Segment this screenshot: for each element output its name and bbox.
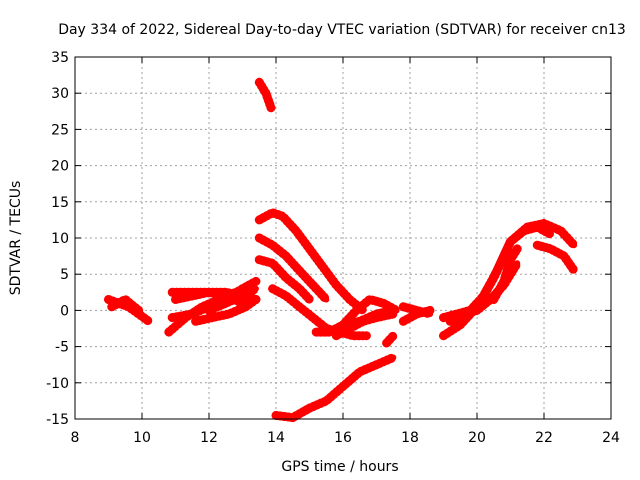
tick-labels: 8 10 12 14 16 18 20 22 24 -15 -10 -5 0 5 10 15 20 25 30 35 bbox=[46, 50, 620, 446]
series-arc-20-points bbox=[398, 305, 435, 326]
y-tick-label: 25 bbox=[51, 122, 69, 138]
x-tick-label: 16 bbox=[334, 430, 352, 446]
x-tick-label: 14 bbox=[267, 430, 285, 446]
y-tick-label: -5 bbox=[55, 340, 69, 356]
series-arc-18-points bbox=[271, 353, 398, 423]
chart-title: Day 334 of 2022, Sidereal Day-to-day VTE… bbox=[58, 22, 626, 38]
x-axis-label: GPS time / hours bbox=[281, 459, 398, 475]
y-axis-label: SDTVAR / TECUs bbox=[8, 181, 24, 296]
x-tick-label: 10 bbox=[133, 430, 151, 446]
y-tick-label: 30 bbox=[51, 86, 69, 102]
series-arc-13-points bbox=[268, 284, 371, 341]
series-arc-16-points bbox=[338, 305, 398, 330]
series-arc-25-points bbox=[532, 240, 579, 276]
plot-frame bbox=[74, 56, 612, 420]
x-tick-label: 12 bbox=[200, 430, 218, 446]
series-arc-10-points bbox=[254, 208, 368, 315]
y-tick-label: 35 bbox=[51, 50, 69, 66]
grid bbox=[74, 56, 612, 420]
x-tick-label: 18 bbox=[401, 430, 419, 446]
series-arc-11-points bbox=[254, 233, 331, 304]
y-tick-label: 20 bbox=[51, 159, 69, 175]
x-tick-label: 24 bbox=[602, 430, 620, 446]
y-tick-label: -15 bbox=[46, 412, 69, 428]
y-tick-label: -10 bbox=[46, 376, 69, 392]
series-arc-2-points bbox=[107, 295, 144, 315]
y-tick-label: 0 bbox=[60, 303, 69, 319]
x-tick-label: 20 bbox=[468, 430, 486, 446]
series-arc-7-points bbox=[191, 295, 261, 326]
series-arc-24-points bbox=[489, 244, 522, 304]
y-tick-label: 15 bbox=[51, 195, 69, 211]
series-arc-14-points bbox=[311, 295, 402, 337]
y-tick-label: 10 bbox=[51, 231, 69, 247]
series-arc-12-points bbox=[254, 255, 314, 304]
x-tick-label: 8 bbox=[71, 430, 80, 446]
y-tick-label: 5 bbox=[60, 267, 69, 283]
x-tick-label: 22 bbox=[535, 430, 553, 446]
series-group bbox=[104, 77, 579, 423]
series-arc-8-points bbox=[204, 284, 261, 315]
series-arc-17-points bbox=[382, 331, 398, 348]
series-arc-22-points bbox=[439, 222, 556, 323]
series-arc-9-points bbox=[254, 77, 276, 113]
